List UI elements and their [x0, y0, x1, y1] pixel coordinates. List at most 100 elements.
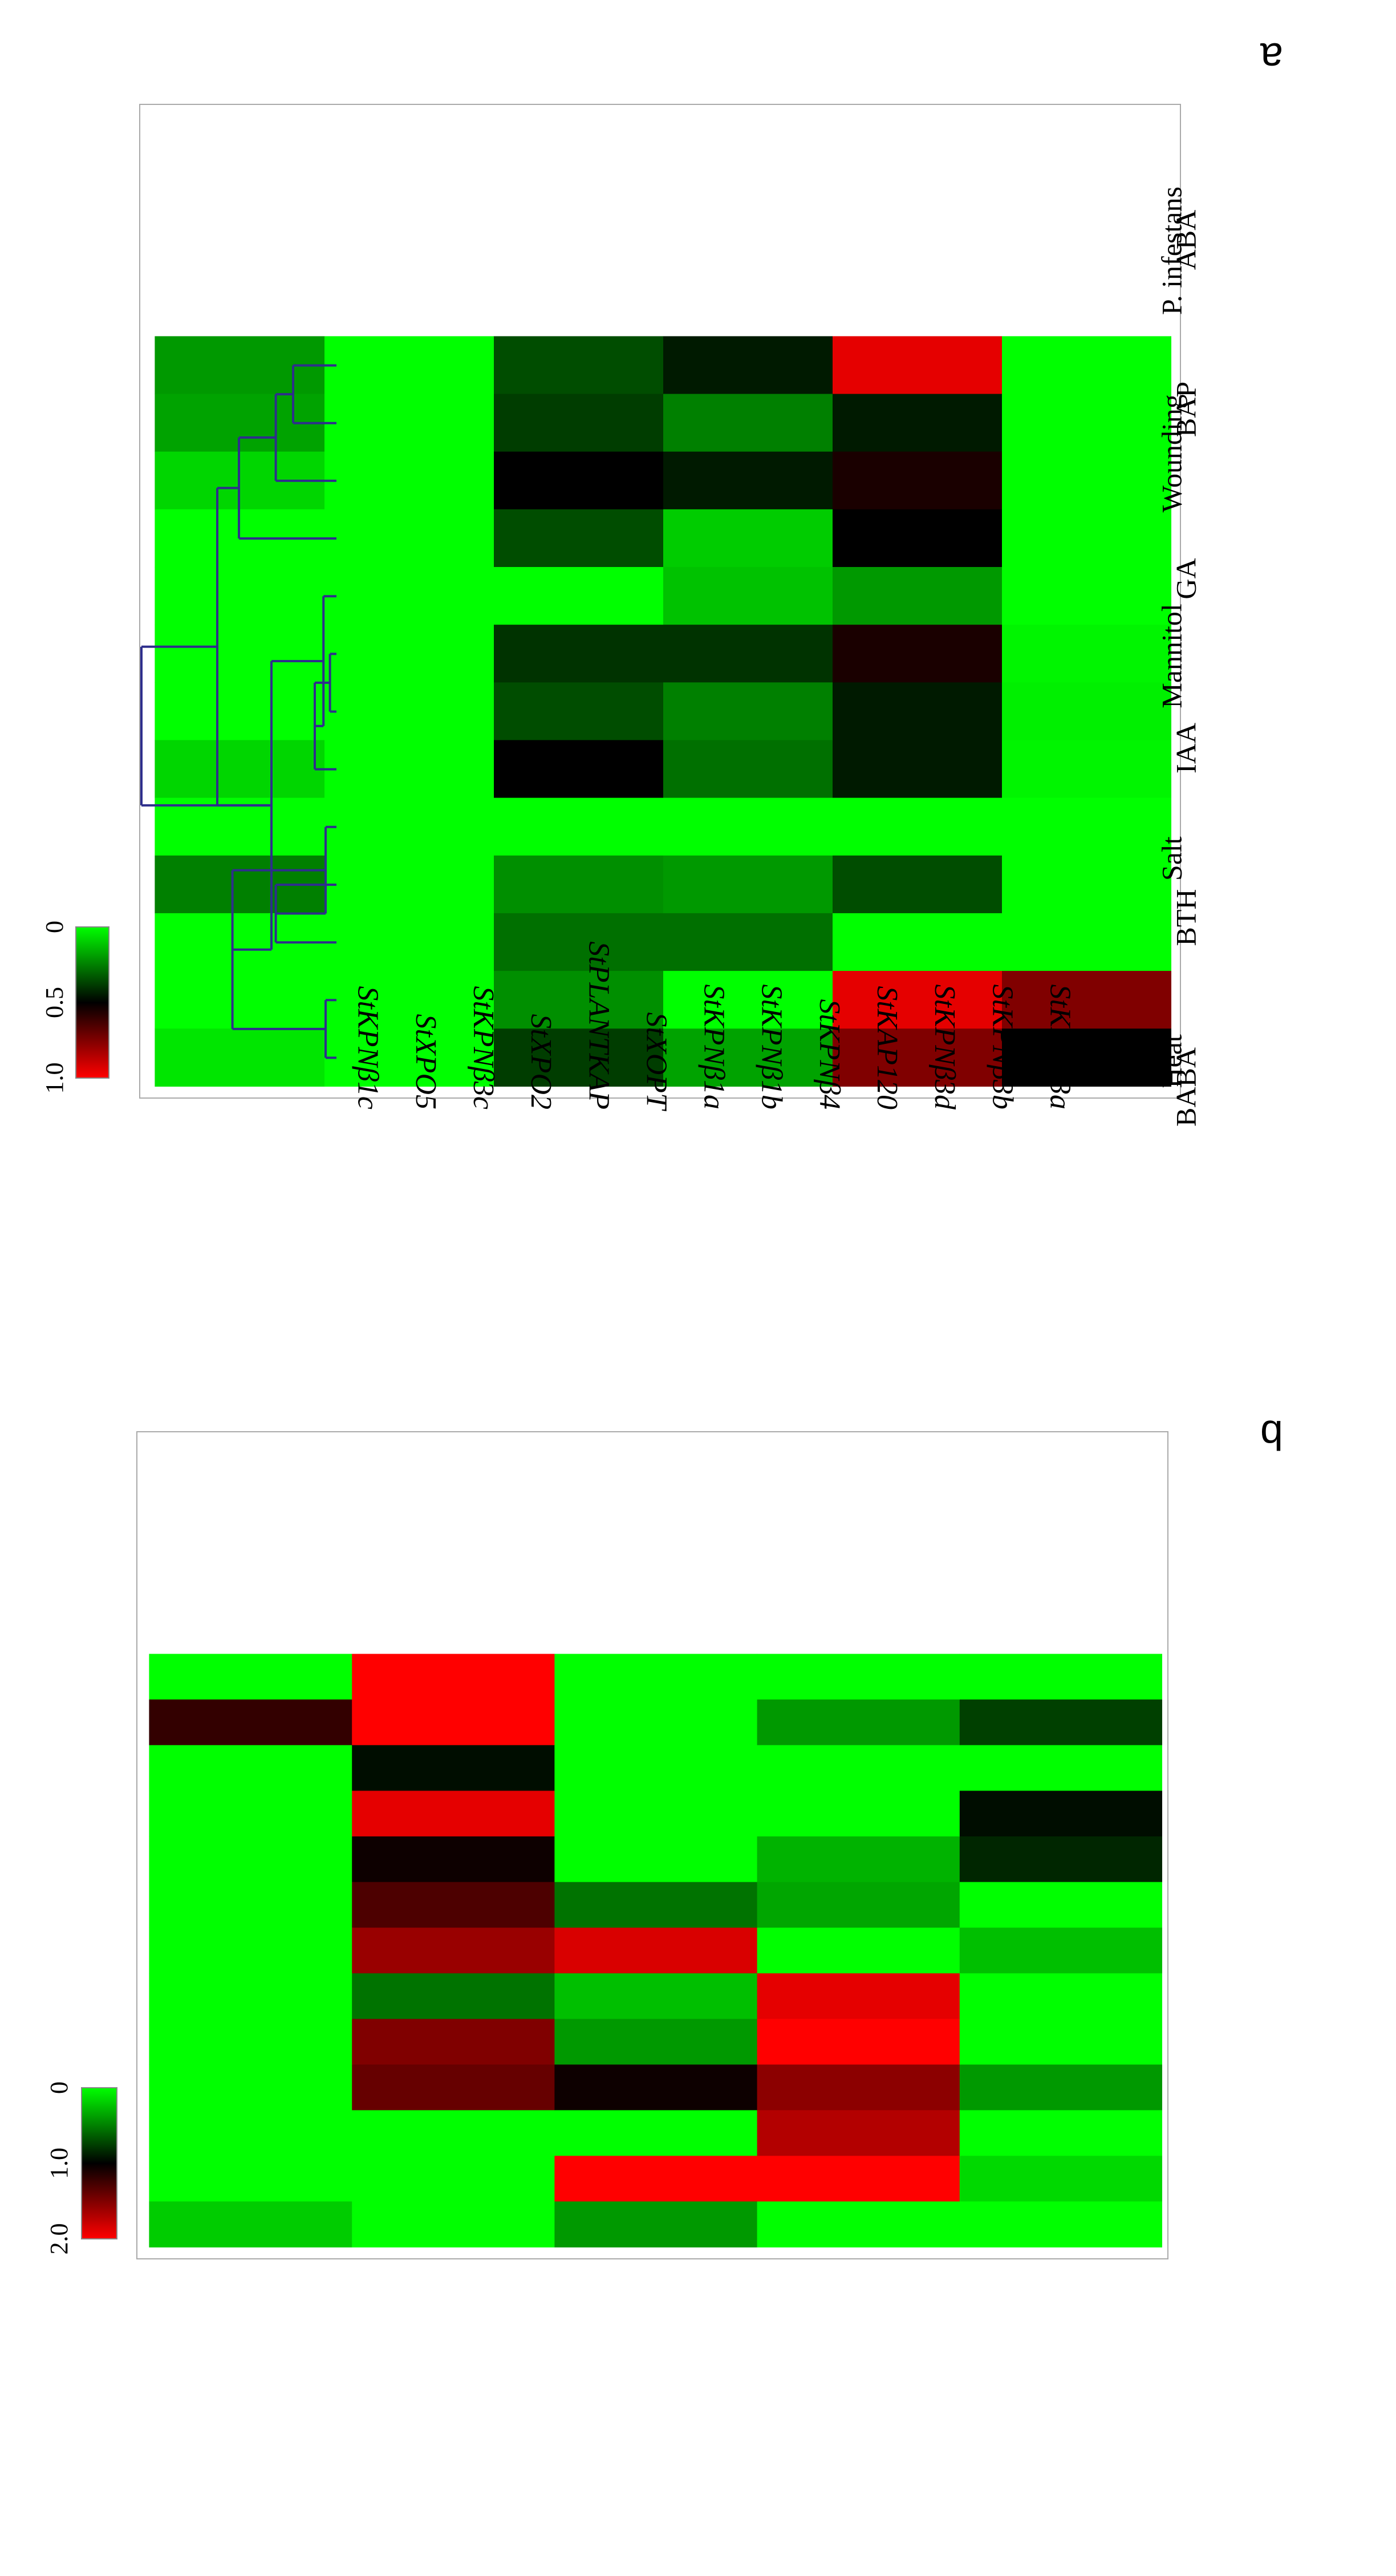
- heatmap-cell: [832, 625, 1002, 683]
- heatmap-cell: [493, 394, 663, 452]
- heatmap-cell: [832, 451, 1002, 510]
- heatmap-cell: [1001, 394, 1171, 452]
- heatmap-cell: [324, 567, 494, 625]
- heatmap-cell: [351, 2110, 555, 2156]
- heatmap-cell: [554, 2156, 757, 2202]
- panel-label: b: [1260, 1412, 1283, 1457]
- heatmap-cell: [324, 682, 494, 741]
- heatmap-cell: [757, 1882, 960, 1928]
- heatmap-cell: [149, 1654, 352, 1700]
- heatmap-cell: [757, 1791, 960, 1837]
- heatmap-cell: [554, 1836, 757, 1882]
- heatmap-cell: [324, 971, 494, 1029]
- heatmap-cell: [155, 567, 324, 625]
- heatmap-cell: [324, 913, 494, 971]
- heatmap-cell: [1001, 1028, 1171, 1087]
- heatmap-cell: [757, 1836, 960, 1882]
- heatmap-cell: [351, 1654, 555, 1700]
- row-label: Wounding: [1155, 394, 1187, 512]
- heatmap-cell: [959, 1654, 1162, 1700]
- heatmap-cell: [663, 740, 833, 799]
- heatmap-cell: [663, 625, 833, 683]
- heatmap-cell: [757, 2064, 960, 2111]
- heatmap-cell: [959, 1973, 1162, 2019]
- colorbar-tick-label: 0: [45, 2081, 73, 2094]
- heatmap-cell: [351, 1927, 555, 1974]
- heatmap-cell: [1001, 451, 1171, 510]
- heatmap-cell: [149, 2156, 352, 2202]
- colorbar: [75, 926, 109, 1079]
- heatmap-cell: [351, 1745, 555, 1791]
- heatmap-cell: [324, 797, 494, 856]
- heatmap-cell: [155, 1028, 324, 1087]
- colorbar-tick-label: 0: [40, 921, 68, 933]
- heatmap-cell: [351, 2019, 555, 2065]
- heatmap-cell: [959, 1836, 1162, 1882]
- heatmap-cell: [959, 2201, 1162, 2247]
- heatmap-cell: [324, 855, 494, 914]
- heatmap-cell: [1001, 682, 1171, 741]
- heatmap-cell: [757, 1973, 960, 2019]
- heatmap-cell: [493, 509, 663, 568]
- heatmap-cell: [149, 2019, 352, 2065]
- colorbar-tick-label: 2.0: [45, 2223, 73, 2255]
- heatmap-cell: [324, 394, 494, 452]
- panel-frame: [136, 1431, 1168, 2259]
- panel-frame: [139, 104, 1181, 1099]
- heatmap-cell: [149, 1973, 352, 2019]
- heatmap-cell: [832, 394, 1002, 452]
- heatmap-cell: [554, 1973, 757, 2019]
- heatmap-cell: [149, 1927, 352, 1974]
- heatmap-cell: [832, 913, 1002, 971]
- heatmap-cell: [663, 567, 833, 625]
- heatmap-cell: [493, 797, 663, 856]
- heatmap-cell: [149, 2110, 352, 2156]
- heatmap-cell: [757, 1699, 960, 1745]
- heatmap-cell: [493, 855, 663, 914]
- column-label: StKPNβ3c: [467, 986, 500, 1109]
- column-label: StKPNβ1a: [698, 985, 731, 1109]
- heatmap-cell: [155, 682, 324, 741]
- heatmap-cell: [149, 1745, 352, 1791]
- heatmap-cell: [493, 451, 663, 510]
- heatmap-cell: [155, 971, 324, 1029]
- column-label: StKPNβ3a: [1044, 985, 1076, 1109]
- heatmap-cell: [832, 509, 1002, 568]
- heatmap-cell: [832, 740, 1002, 799]
- heatmap-cell: [149, 2201, 352, 2247]
- heatmap-cells: [155, 336, 1171, 1087]
- panel-b: Heat Salt Mannitol Wounding P. infestans StKP…: [45, 187, 1283, 2259]
- column-label: StPLANTKAP: [582, 941, 615, 1109]
- heatmap-cell: [155, 797, 324, 856]
- heatmap-cell: [663, 451, 833, 510]
- heatmap-cell: [1001, 625, 1171, 683]
- heatmap-cell: [554, 2019, 757, 2065]
- heatmap-cell: [1001, 509, 1171, 568]
- row-label: Heat: [1155, 1034, 1187, 1088]
- heatmap-cell: [757, 1745, 960, 1791]
- panel-a: BABA BTH IAA GA BAP ABA StKPNβ1c StXPO5 StKPNβ3c…: [40, 34, 1283, 1127]
- heatmap-cell: [324, 740, 494, 799]
- heatmap-cell: [493, 913, 663, 971]
- heatmap-cell: [832, 797, 1002, 856]
- heatmap-cell: [757, 1927, 960, 1974]
- heatmap-cell: [959, 2156, 1162, 2202]
- heatmap-cell: [1001, 336, 1171, 395]
- heatmap-cell: [493, 625, 663, 683]
- heatmap-cell: [959, 1882, 1162, 1928]
- heatmap-cell: [959, 1745, 1162, 1791]
- heatmap-cell: [351, 1836, 555, 1882]
- heatmap-cell: [663, 394, 833, 452]
- column-label: StKPNβ3d: [928, 985, 961, 1110]
- heatmap-cell: [493, 567, 663, 625]
- heatmap-cell: [663, 1028, 833, 1087]
- heatmap-cell: [351, 2064, 555, 2111]
- row-label: Salt: [1155, 836, 1187, 881]
- heatmap-cell: [1001, 567, 1171, 625]
- heatmap-cell: [832, 567, 1002, 625]
- heatmap-cell: [149, 2064, 352, 2111]
- colorbar-tick-label: 1.0: [45, 2148, 73, 2179]
- colorbar-tick-label: 0.5: [40, 987, 68, 1018]
- heatmap-cell: [959, 1927, 1162, 1974]
